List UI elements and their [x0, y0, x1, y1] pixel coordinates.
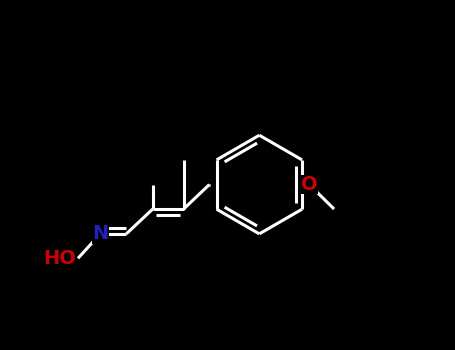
Text: N: N [92, 224, 108, 243]
Text: O: O [301, 175, 318, 194]
Text: HO: HO [44, 249, 76, 268]
